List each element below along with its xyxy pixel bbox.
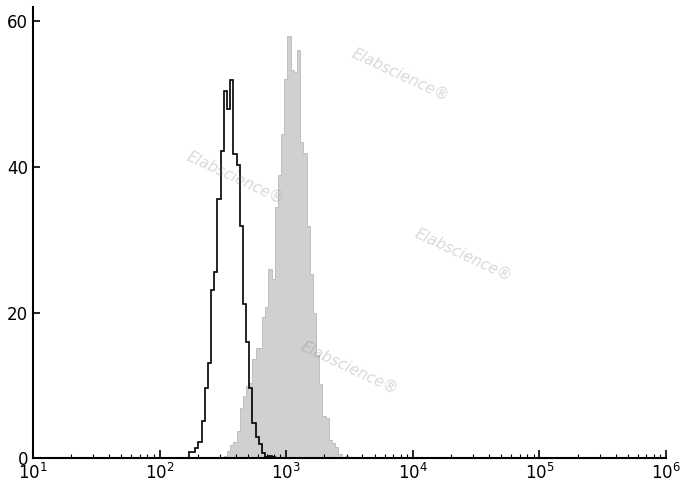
Text: Elabscience®: Elabscience® bbox=[299, 339, 400, 397]
Polygon shape bbox=[33, 36, 666, 458]
Text: Elabscience®: Elabscience® bbox=[413, 226, 515, 284]
Text: Elabscience®: Elabscience® bbox=[184, 149, 286, 207]
Text: Elabscience®: Elabscience® bbox=[350, 46, 451, 104]
